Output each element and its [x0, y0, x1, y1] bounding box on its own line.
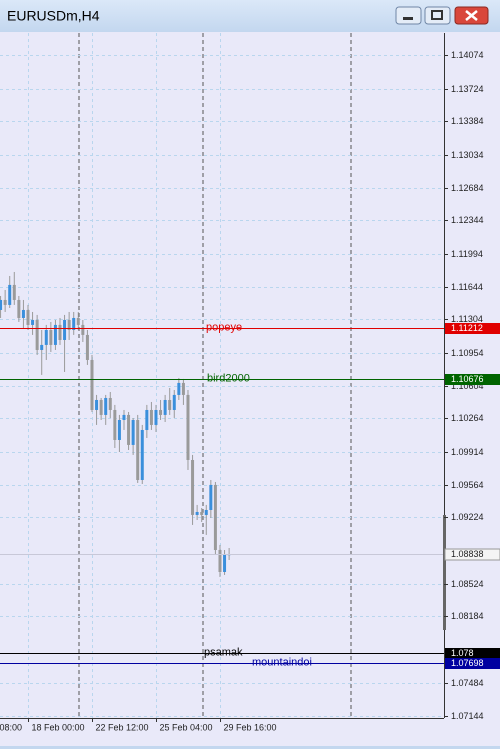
candle-body	[122, 414, 126, 420]
candle-body	[99, 399, 103, 415]
candle-body	[186, 394, 190, 460]
price-level-box	[445, 323, 500, 334]
y-tick-label: 1.13384	[451, 116, 484, 126]
candle-body	[81, 324, 85, 335]
candle-body	[108, 397, 112, 410]
y-tick-label: 1.14074	[451, 50, 484, 60]
candle-body	[117, 419, 121, 440]
x-tick-label: 18 Feb 00:00	[32, 722, 85, 732]
y-tick-label: 1.07484	[451, 678, 484, 688]
current-price-box	[444, 548, 500, 561]
y-tick-label: 1.09224	[451, 512, 484, 522]
candle-body	[17, 299, 21, 318]
candle-body	[213, 484, 217, 550]
candle-body	[223, 554, 227, 572]
maximize-button[interactable]	[424, 6, 451, 25]
current-price-value: 1.08838	[451, 549, 484, 559]
candle-body	[49, 329, 53, 345]
candle-body	[145, 409, 149, 430]
y-tick-label: 1.08184	[451, 611, 484, 621]
candle-body	[195, 511, 199, 515]
candle-body	[163, 399, 167, 415]
price-level-value: 1.11212	[451, 323, 483, 333]
candle-body	[63, 319, 67, 340]
window-border	[0, 746, 500, 749]
y-tick-label: 1.09914	[451, 447, 484, 457]
candle-body	[21, 309, 25, 318]
price-level-name: popeye	[206, 321, 242, 333]
candle-body	[131, 419, 135, 445]
candle-body	[172, 394, 176, 410]
price-level-name: psamak	[204, 646, 243, 658]
candle-body	[90, 359, 94, 410]
y-tick-label: 1.10954	[451, 348, 484, 358]
candle-body	[136, 419, 140, 480]
minimize-button[interactable]	[395, 6, 422, 25]
price-level-box	[445, 658, 500, 669]
candle-body	[168, 399, 172, 410]
y-tick-label: 1.11644	[451, 282, 483, 292]
price-level-box	[445, 648, 500, 659]
candle-body	[154, 409, 158, 425]
candle-body	[85, 334, 89, 360]
chart-layer: popeye bird2000 psamak mountaindoi	[0, 33, 444, 718]
price-axis-marker	[443, 515, 446, 630]
candle-body	[8, 284, 12, 305]
y-tick-label: 1.12684	[451, 183, 484, 193]
price-level-value: 1.10676	[451, 374, 484, 384]
price-level-box	[445, 374, 500, 385]
candle-body	[218, 549, 222, 572]
candle-body	[204, 509, 208, 515]
candle-body	[3, 299, 7, 305]
candle-body	[104, 397, 108, 415]
candle-body	[40, 344, 44, 350]
price-level-value: 1.07698	[451, 658, 484, 668]
y-tick-label: 1.13724	[451, 84, 484, 94]
candle-body	[44, 329, 48, 345]
y-tick-label: 1.13034	[451, 150, 484, 160]
y-tick-label: 1.10264	[451, 413, 484, 423]
window-title: EURUSDm,H4	[7, 8, 100, 24]
price-level-value: 1.078	[451, 648, 474, 658]
candle-body	[31, 319, 35, 325]
candle-body	[58, 324, 62, 340]
close-button[interactable]	[454, 6, 489, 25]
candle-body	[191, 459, 195, 515]
candle-body	[140, 429, 144, 480]
x-tick-label: 22 Feb 12:00	[96, 722, 149, 732]
candle-body	[12, 284, 16, 300]
y-tick-label: 1.07144	[451, 711, 484, 721]
price-level-name: bird2000	[207, 372, 250, 384]
candle-body	[95, 399, 99, 410]
price-level-name: mountaindoi	[252, 656, 312, 668]
candle-body	[53, 324, 57, 345]
candle-body	[209, 484, 213, 510]
candle-body	[200, 511, 204, 515]
candle-body	[76, 317, 80, 325]
candle-body	[35, 319, 39, 350]
x-tick-label: 08:00	[0, 722, 22, 732]
candle-body	[0, 299, 3, 310]
y-tick-label: 1.09564	[451, 480, 484, 490]
x-tick-label: 29 Feb 16:00	[224, 722, 277, 732]
candle-body	[177, 382, 181, 395]
y-tick-label: 1.12344	[451, 215, 484, 225]
y-tick-label: 1.08524	[451, 579, 484, 589]
candle-body	[26, 309, 30, 325]
candle-body	[181, 382, 185, 395]
candle-body	[149, 409, 153, 425]
candle-body	[159, 409, 163, 415]
y-tick-label: 1.11304	[451, 314, 483, 324]
y-tick-label: 1.11994	[451, 249, 483, 259]
candle-body	[113, 409, 117, 440]
candle-body	[72, 317, 76, 330]
x-tick-label: 25 Feb 04:00	[160, 722, 213, 732]
chart-background	[0, 32, 500, 749]
candle-body	[67, 319, 71, 330]
candle-body	[127, 414, 131, 445]
y-tick-label: 1.10604	[451, 381, 484, 391]
